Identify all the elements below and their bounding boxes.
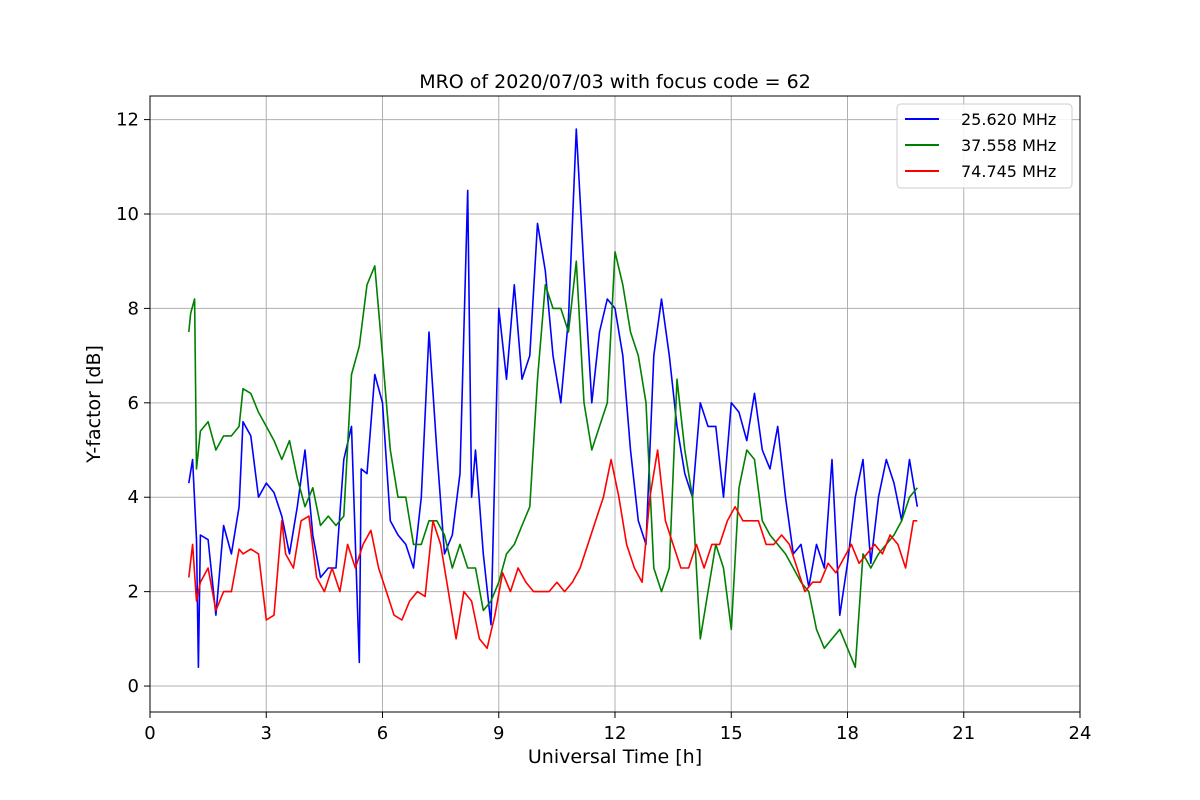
y-tick-label: 10 (116, 204, 139, 225)
legend-label-2: 74.745 MHz (961, 162, 1056, 181)
x-tick-label: 24 (1069, 723, 1092, 744)
y-tick-label: 12 (116, 110, 139, 131)
x-tick-label: 15 (720, 723, 743, 744)
x-tick-label: 12 (604, 723, 627, 744)
y-tick-label: 2 (128, 582, 139, 603)
x-tick-label: 3 (261, 723, 272, 744)
x-tick-label: 6 (377, 723, 388, 744)
x-tick-label: 18 (836, 723, 859, 744)
chart-title: MRO of 2020/07/03 with focus code = 62 (419, 71, 811, 93)
y-axis-label: Y-factor [dB] (83, 345, 105, 464)
y-tick-label: 0 (128, 676, 139, 697)
y-tick-label: 6 (128, 393, 139, 414)
y-tick-label: 4 (128, 487, 139, 508)
x-tick-label: 0 (144, 723, 155, 744)
series-line-1 (188, 251, 918, 669)
series-line-2 (188, 449, 918, 650)
x-tick-label: 9 (493, 723, 504, 744)
legend-label-0: 25.620 MHz (961, 110, 1056, 129)
x-axis-label: Universal Time [h] (528, 746, 702, 768)
series-line-0 (188, 128, 919, 669)
x-tick-label: 21 (952, 723, 975, 744)
legend: 25.620 MHz 37.558 MHz 74.745 MHz (896, 103, 1073, 189)
y-tick-label: 8 (128, 298, 139, 319)
legend-label-1: 37.558 MHz (961, 136, 1056, 155)
legend-box (896, 103, 1073, 189)
series-layer (188, 128, 919, 669)
